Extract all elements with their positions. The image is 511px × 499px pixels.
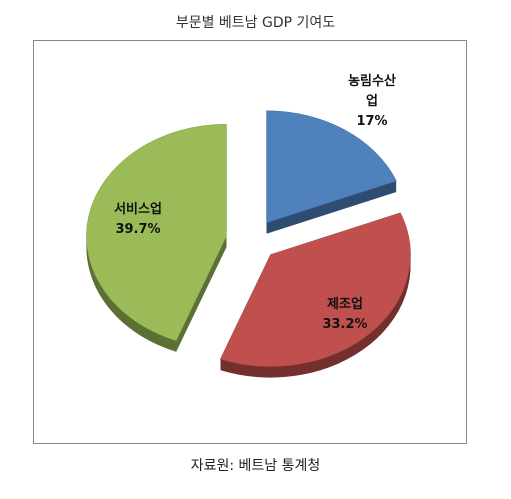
- chart-title: 부문별 베트남 GDP 기여도: [175, 15, 336, 31]
- slice-label: 서비스업 39.7%: [114, 200, 162, 240]
- slice-label: 제조업 33.2%: [322, 295, 367, 335]
- slice: [86, 123, 227, 342]
- value-label: 17%: [356, 114, 388, 129]
- value-label: 33.2%: [322, 317, 368, 332]
- category-label: 제조업: [327, 297, 363, 312]
- slice: [219, 212, 411, 367]
- value-label: 39.7%: [115, 222, 161, 237]
- category-label: 농림수산업: [348, 74, 396, 109]
- category-label: 서비스업: [114, 202, 162, 217]
- slice-label: 농림수산업 17%: [343, 72, 401, 132]
- source-note: 자료원: 베트남 통계청: [190, 458, 321, 474]
- slice: [266, 110, 397, 224]
